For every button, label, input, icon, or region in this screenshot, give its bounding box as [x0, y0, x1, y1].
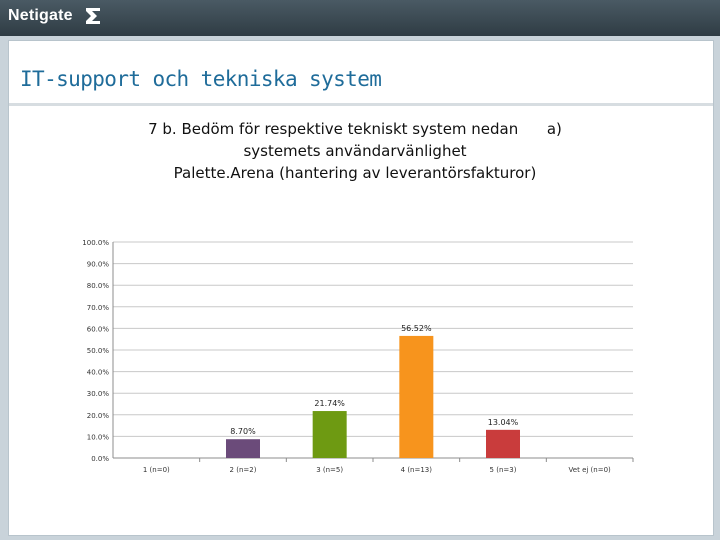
data-label: 56.52%	[401, 324, 432, 333]
y-tick-label: 20.0%	[87, 412, 110, 420]
x-tick-label: 5 (n=3)	[490, 466, 517, 474]
y-tick-label: 70.0%	[87, 304, 110, 312]
top-bar: Netigate	[0, 0, 720, 36]
y-tick-label: 10.0%	[87, 433, 110, 441]
data-label: 8.70%	[230, 427, 256, 436]
slide-panel: IT-support och tekniska system	[8, 40, 714, 536]
x-tick-label: 4 (n=13)	[401, 466, 433, 474]
chart-title-line-1: 7 b. Bedöm för respektive tekniskt syste…	[148, 120, 562, 138]
y-tick-label: 40.0%	[87, 369, 110, 377]
y-tick-label: 80.0%	[87, 282, 110, 290]
netigate-logo: Netigate	[8, 7, 73, 24]
title-divider	[9, 103, 713, 106]
chart-title-line-3: Palette.Arena (hantering av leverantörsf…	[173, 164, 537, 182]
y-tick-label: 90.0%	[87, 261, 110, 269]
y-tick-label: 30.0%	[87, 390, 110, 398]
data-label: 13.04%	[488, 418, 519, 427]
y-tick-label: 60.0%	[87, 325, 110, 333]
bar	[486, 429, 520, 458]
x-tick-label: 1 (n=0)	[143, 466, 170, 474]
netigate-n-icon	[86, 8, 100, 24]
data-label: 21.74%	[314, 399, 345, 408]
chart-title: 7 b. Bedöm för respektive tekniskt syste…	[100, 118, 610, 184]
bar	[312, 411, 347, 458]
x-tick-label: 3 (n=5)	[316, 466, 343, 474]
slide-title: IT-support och tekniska system	[20, 67, 382, 91]
y-tick-label: 100.0%	[82, 239, 109, 247]
y-tick-label: 0.0%	[91, 455, 109, 463]
bar	[399, 335, 434, 458]
chart-title-line-2: systemets användarvänlighet	[243, 142, 467, 160]
bar	[226, 439, 260, 458]
x-tick-label: Vet ej (n=0)	[569, 466, 611, 474]
x-tick-label: 2 (n=2)	[230, 466, 257, 474]
y-tick-label: 50.0%	[87, 347, 110, 355]
